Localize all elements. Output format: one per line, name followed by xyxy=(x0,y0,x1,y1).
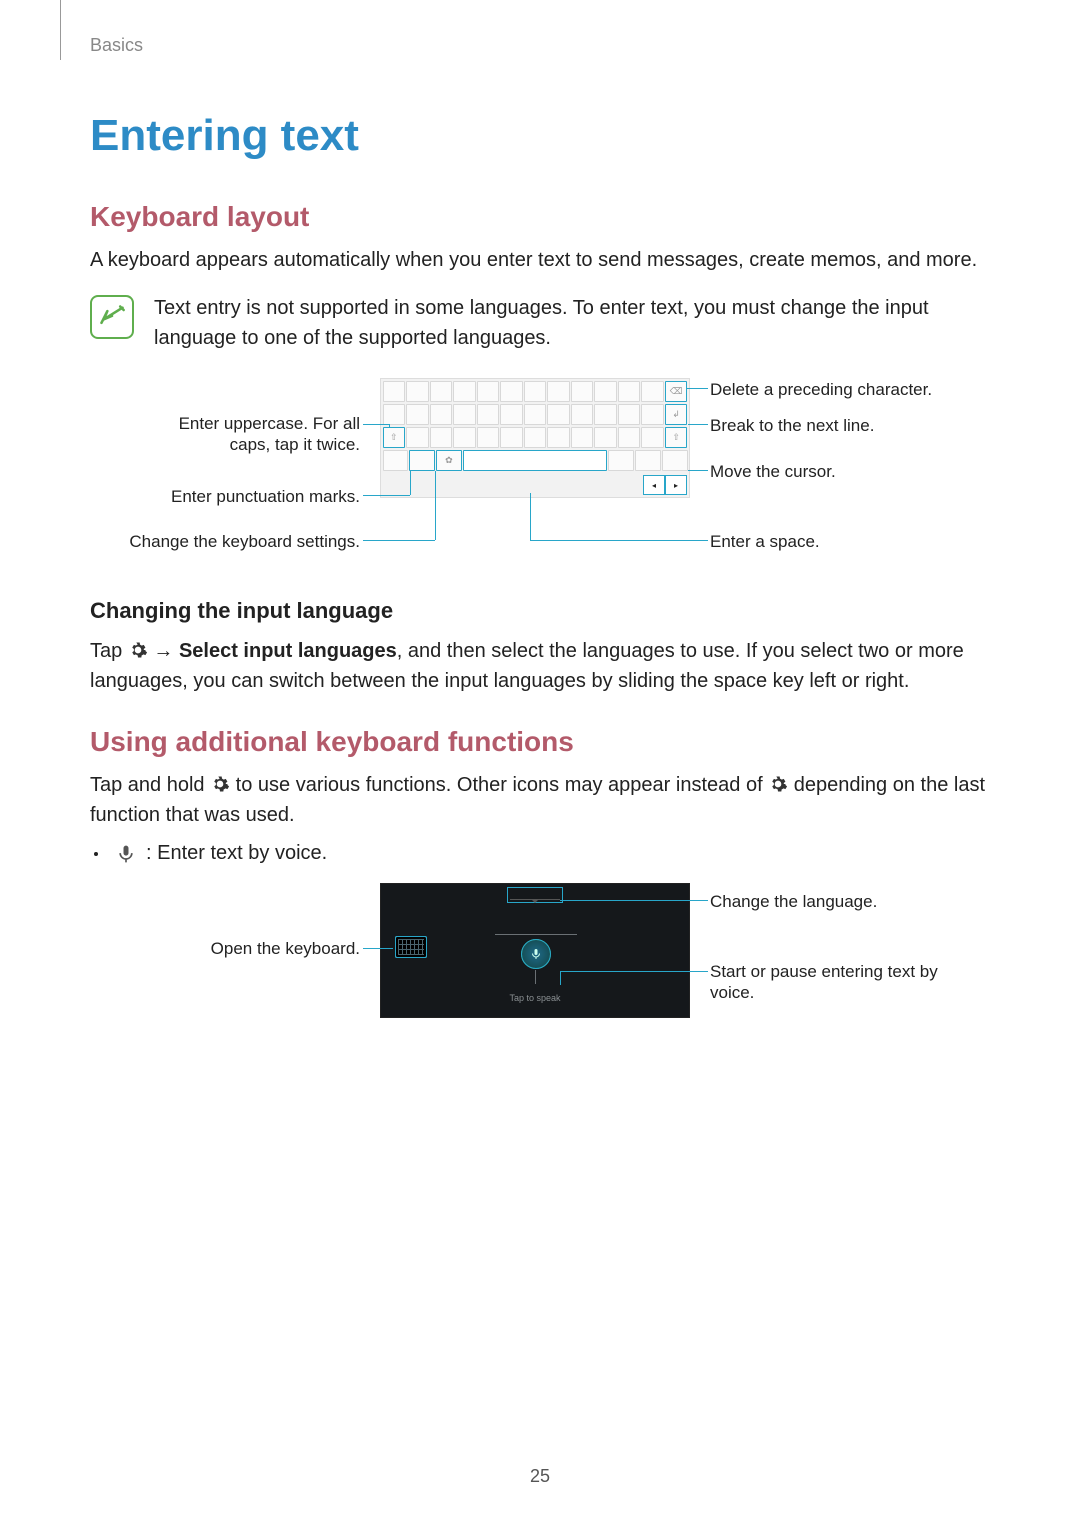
page: Basics Entering text Keyboard layout A k… xyxy=(0,0,1080,1527)
leader-line xyxy=(530,493,531,540)
callout-punctuation: Enter punctuation marks. xyxy=(171,486,360,507)
enter-key: ↲ xyxy=(665,404,688,425)
mic-button xyxy=(521,939,551,969)
divider xyxy=(495,934,577,935)
callout-nextline: Break to the next line. xyxy=(710,415,874,436)
callout-space: Enter a space. xyxy=(710,531,820,552)
space-key xyxy=(463,450,608,471)
leader-line xyxy=(530,540,708,541)
leader-line xyxy=(560,971,561,985)
text-fragment: → xyxy=(148,640,179,662)
leader-line xyxy=(560,900,708,901)
leader-line xyxy=(688,470,708,471)
cursor-left-key: ◂ xyxy=(643,475,665,495)
bold-label: Select input languages xyxy=(179,640,397,662)
cursor-keys: ◂ ▸ xyxy=(643,475,687,495)
language-badge xyxy=(510,890,560,900)
page-title: Entering text xyxy=(90,111,990,161)
leader-line xyxy=(363,540,435,541)
bullet-item-voice: : Enter text by voice. xyxy=(94,842,990,865)
voice-screen-mock: Tap to speak xyxy=(380,883,690,1018)
page-number: 25 xyxy=(530,1466,550,1487)
leader-line xyxy=(435,471,436,540)
note-text: Text entry is not supported in some lang… xyxy=(154,293,990,353)
mic-stem xyxy=(535,970,536,984)
callout-voice-toggle: Start or pause entering text by voice. xyxy=(710,961,970,1004)
input-language-paragraph: Tap → Select input languages, and then s… xyxy=(90,636,990,696)
bullet-text: : Enter text by voice. xyxy=(146,842,327,865)
cursor-right-key: ▸ xyxy=(665,475,687,495)
leader-line xyxy=(688,424,708,425)
tap-to-speak-label: Tap to speak xyxy=(509,993,560,1003)
voice-diagram: Tap to speak Open the keyboard. Change t… xyxy=(110,883,970,1043)
keyboard-mock: ⌫ ↲ ⇧ ⇧ ✿ ◂ ▸ xyxy=(380,378,690,498)
additional-functions-paragraph: Tap and hold to use various functions. O… xyxy=(90,770,990,830)
section-heading-additional-functions: Using additional keyboard functions xyxy=(90,726,990,758)
gear-icon xyxy=(128,639,148,659)
shift-key-left: ⇧ xyxy=(383,427,406,448)
leader-line xyxy=(363,495,410,496)
intro-paragraph: A keyboard appears automatically when yo… xyxy=(90,245,990,275)
callout-change-language: Change the language. xyxy=(710,891,877,912)
section-heading-keyboard-layout: Keyboard layout xyxy=(90,201,990,233)
breadcrumb: Basics xyxy=(90,35,990,56)
keyboard-diagram: ⌫ ↲ ⇧ ⇧ ✿ ◂ ▸ xyxy=(110,373,970,563)
note-icon xyxy=(90,295,134,339)
callout-settings: Change the keyboard settings. xyxy=(129,531,360,552)
leader-line xyxy=(363,948,393,949)
callout-delete: Delete a preceding character. xyxy=(710,379,932,400)
callout-uppercase: Enter uppercase. For all caps, tap it tw… xyxy=(140,413,360,456)
punctuation-key xyxy=(409,450,435,471)
gear-icon xyxy=(210,773,230,793)
gear-icon xyxy=(768,773,788,793)
text-fragment: Tap xyxy=(90,640,128,662)
backspace-key: ⌫ xyxy=(665,381,688,402)
callout-open-keyboard: Open the keyboard. xyxy=(211,938,360,959)
settings-key: ✿ xyxy=(436,450,462,471)
text-fragment: Tap and hold xyxy=(90,774,210,796)
shift-key-right: ⇧ xyxy=(665,427,688,448)
leader-line xyxy=(363,424,389,425)
leader-line xyxy=(410,471,411,495)
bullet-dot xyxy=(94,852,98,856)
leader-line xyxy=(560,971,708,972)
callout-cursor: Move the cursor. xyxy=(710,461,836,482)
microphone-icon xyxy=(116,844,136,864)
note-block: Text entry is not supported in some lang… xyxy=(90,293,990,353)
open-keyboard-icon xyxy=(395,936,427,958)
text-fragment: to use various functions. Other icons ma… xyxy=(230,774,768,796)
margin-rule xyxy=(60,0,61,60)
subheading-input-language: Changing the input language xyxy=(90,598,990,624)
